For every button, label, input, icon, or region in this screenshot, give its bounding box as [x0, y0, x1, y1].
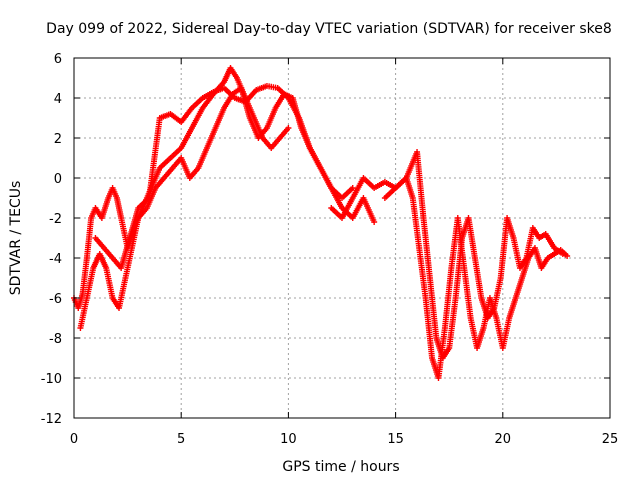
x-tick-label: 15 — [387, 432, 404, 447]
y-tick-label: -10 — [41, 372, 62, 387]
y-tick-label: -12 — [41, 412, 62, 427]
x-tick-label: 5 — [177, 432, 185, 447]
y-tick-label: -8 — [49, 332, 62, 347]
data-point — [564, 253, 571, 259]
data-point — [285, 125, 292, 131]
y-tick-labels: -12 -10 -8 -6 -4 -2 0 2 4 6 — [41, 52, 62, 427]
series-sat-e — [381, 175, 571, 381]
data-point — [371, 219, 378, 225]
plot-frame — [73, 57, 611, 419]
data-point — [349, 185, 356, 191]
y-tick-label: -6 — [49, 292, 62, 307]
grid — [74, 58, 610, 418]
axis-ticks — [73, 57, 611, 419]
chart-title: Day 099 of 2022, Sidereal Day-to-day VTE… — [46, 21, 612, 37]
x-tick-label: 0 — [70, 432, 78, 447]
x-tick-label: 25 — [602, 432, 619, 447]
series-sat-c — [92, 83, 378, 271]
y-tick-label: 2 — [54, 132, 62, 147]
x-tick-label: 10 — [280, 432, 297, 447]
y-tick-label: 4 — [54, 92, 62, 107]
x-axis-label: GPS time / hours — [282, 459, 399, 475]
y-tick-label: -4 — [49, 252, 62, 267]
y-axis-label: SDTVAR / TECUs — [8, 181, 24, 296]
data-markers — [71, 65, 571, 381]
x-tick-labels: 0 5 10 15 20 25 — [70, 432, 618, 447]
y-tick-label: -2 — [49, 212, 62, 227]
y-tick-label: 6 — [54, 52, 62, 67]
y-tick-label: 0 — [54, 172, 62, 187]
x-tick-label: 20 — [495, 432, 512, 447]
